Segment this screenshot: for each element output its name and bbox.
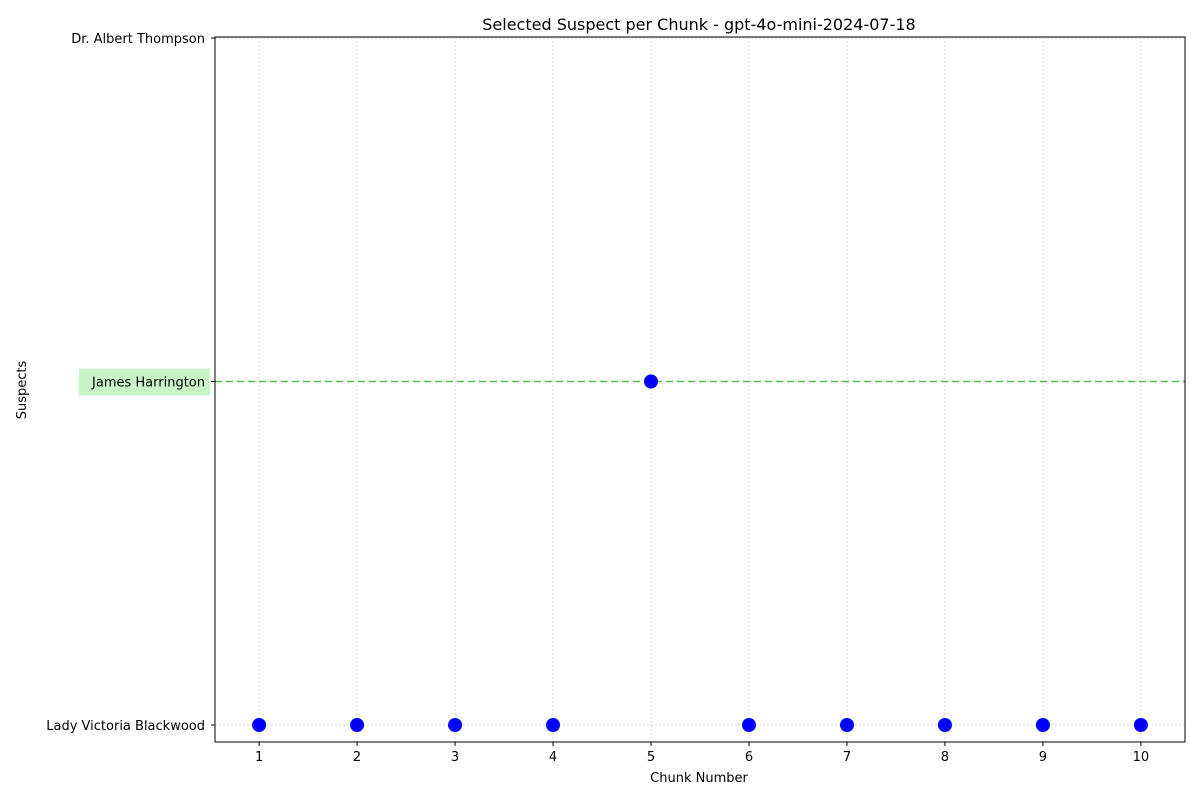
x-tick-label: 8 [941, 750, 949, 765]
y-axis-ticks: Lady Victoria Blackwood James Harrington D… [46, 32, 215, 734]
data-point [741, 718, 756, 732]
data-point [546, 718, 561, 732]
plot-frame [214, 36, 1186, 743]
data-point [1133, 718, 1148, 732]
x-tick-label: 3 [451, 750, 459, 765]
chart-title: Selected Suspect per Chunk - gpt-4o-mini… [482, 15, 915, 34]
data-point [839, 718, 854, 732]
data-point [448, 718, 463, 732]
y-tick-label: Lady Victoria Blackwood [46, 719, 205, 734]
x-tick-label: 1 [255, 750, 263, 765]
data-point [644, 374, 659, 389]
x-axis-label: Chunk Number [650, 771, 748, 786]
y-tick-highlight-box [79, 368, 210, 396]
data-point [350, 718, 365, 732]
x-tick-label: 10 [1133, 750, 1150, 765]
y-tick-label: Dr. Albert Thompson [71, 32, 205, 47]
grid [215, 37, 1185, 742]
y-axis-label: Suspects [15, 361, 30, 420]
x-tick-label: 7 [843, 750, 851, 765]
x-tick-label: 5 [647, 750, 655, 765]
x-tick-label: 2 [353, 750, 361, 765]
y-tick-label: James Harrington [91, 376, 205, 391]
data-point [1035, 718, 1050, 732]
x-tick-label: 9 [1039, 750, 1047, 765]
x-axis-ticks: 1 2 3 4 5 6 7 8 9 10 [255, 742, 1149, 765]
data-point [937, 718, 952, 732]
x-tick-label: 4 [549, 750, 557, 765]
data-point [252, 718, 267, 732]
x-tick-label: 6 [745, 750, 753, 765]
data-points [252, 374, 1148, 732]
